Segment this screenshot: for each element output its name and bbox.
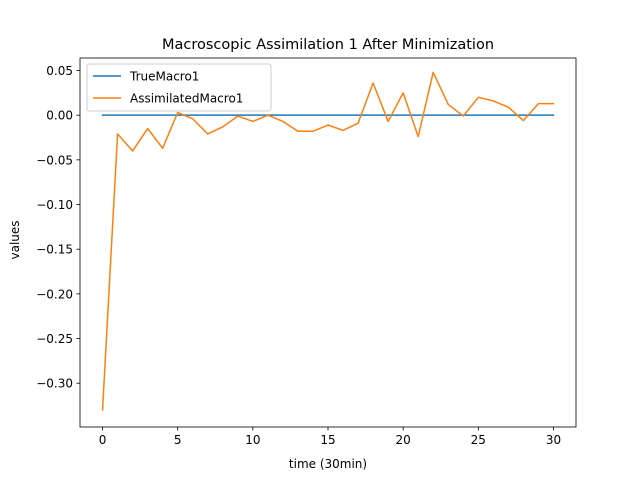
y-axis-title: values: [8, 220, 22, 259]
y-tick-label: −0.10: [36, 198, 73, 212]
chart-title: Macroscopic Assimilation 1 After Minimiz…: [162, 37, 494, 53]
y-tick-label: −0.25: [36, 332, 73, 346]
legend-label-0: TrueMacro1: [129, 70, 199, 84]
x-tick-label: 30: [546, 433, 561, 447]
y-tick-label: −0.05: [36, 153, 73, 167]
x-tick-label: 15: [320, 433, 335, 447]
x-axis-title: time (30min): [289, 457, 367, 471]
y-tick-label: 0.00: [46, 109, 73, 123]
y-tick-label: −0.30: [36, 377, 73, 391]
y-tick-label: −0.15: [36, 243, 73, 257]
y-tick-label: −0.20: [36, 287, 73, 301]
legend-label-1: AssimilatedMacro1: [130, 92, 243, 106]
x-tick-label: 5: [174, 433, 182, 447]
series-line-1: [101, 71, 555, 411]
x-tick-label: 20: [396, 433, 411, 447]
legend: TrueMacro1 AssimilatedMacro1: [86, 63, 272, 112]
x-tick-label: 25: [471, 433, 486, 447]
x-tick-label: 10: [245, 433, 260, 447]
plot-area: [101, 71, 555, 411]
x-tick-label: 0: [99, 433, 107, 447]
legend-box: [86, 63, 272, 112]
axes: 0 5 10 15 20 25 30 0.05 0.00 −0.05 −0.10 −0.15 −0.20…: [36, 57, 577, 447]
y-tick-label: 0.05: [46, 64, 73, 78]
